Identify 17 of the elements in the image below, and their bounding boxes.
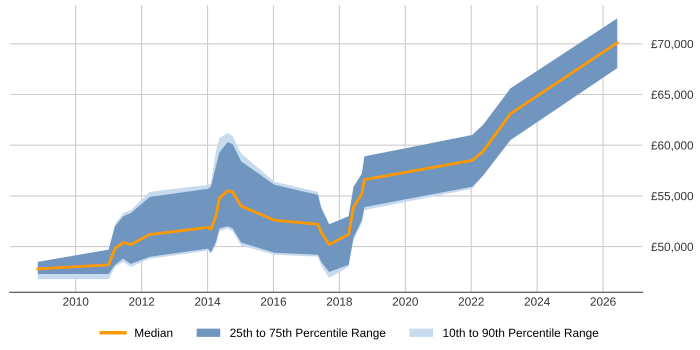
legend-label: Median — [135, 328, 172, 338]
x-tick-label: 2026 — [590, 297, 616, 306]
y-tick-label: £55,000 — [651, 192, 694, 202]
x-tick-label: 2016 — [260, 297, 286, 306]
x-tick-label: 2018 — [326, 297, 352, 306]
y-tick-label: £60,000 — [651, 141, 694, 151]
x-tick-label: 2020 — [392, 297, 418, 306]
x-tick-label: 2014 — [195, 297, 220, 306]
x-tick-label: 2024 — [524, 297, 550, 306]
x-tick-label: 2022 — [458, 297, 484, 306]
legend-label: 10th to 90th Percentile Range — [443, 328, 598, 340]
x-tick-label: 2012 — [129, 297, 154, 306]
y-tick-label: £70,000 — [651, 40, 694, 50]
legend-label: 25th to 75th Percentile Range — [230, 328, 386, 340]
y-tick-label: £50,000 — [651, 242, 694, 252]
y-tick-label: £65,000 — [651, 90, 694, 100]
x-tick-label: 2010 — [63, 297, 88, 306]
